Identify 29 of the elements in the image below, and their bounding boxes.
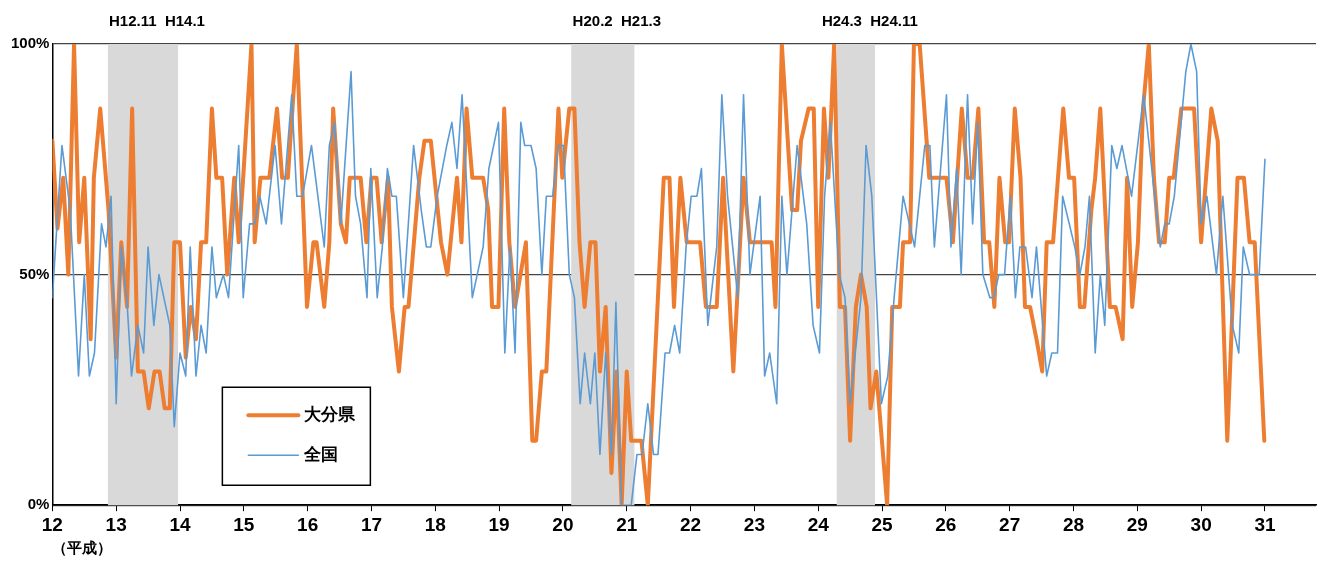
x-tick-label: 16	[297, 513, 319, 535]
y-tick-label: 100%	[10, 34, 50, 52]
x-tick-label: 15	[233, 513, 255, 535]
legend-label: 大分県	[304, 404, 357, 424]
x-tick-label: 14	[169, 513, 191, 535]
x-tick-label: 25	[871, 513, 894, 535]
y-tick-label: 0%	[27, 495, 50, 513]
x-axis-title: （平成）	[52, 539, 113, 557]
x-tick-label: 27	[999, 513, 1021, 535]
x-tick-label: 21	[616, 513, 638, 535]
x-tick-label: 31	[1254, 513, 1276, 535]
x-tick-label: 28	[1062, 513, 1085, 535]
x-tick-label: 18	[424, 513, 446, 535]
x-tick-label: 17	[360, 513, 383, 535]
x-tick-label: 22	[679, 513, 702, 535]
x-tick-label: 24	[807, 513, 830, 535]
band-label: H12.11 H14.1	[109, 12, 205, 30]
y-tick-label: 50%	[19, 264, 50, 282]
band-label: H20.2 H21.3	[572, 12, 662, 30]
x-tick-label: 23	[743, 513, 765, 535]
x-tick-label: 30	[1190, 513, 1212, 535]
x-tick-label: 29	[1126, 513, 1148, 535]
x-tick-label: 26	[935, 513, 957, 535]
legend-label: 全国	[303, 444, 339, 464]
x-tick-label: 19	[488, 513, 510, 535]
x-tick-label: 13	[105, 513, 127, 535]
x-tick-label: 20	[552, 513, 574, 535]
band-label: H24.3 H24.11	[821, 12, 918, 30]
x-tick-label: 12	[41, 513, 63, 535]
